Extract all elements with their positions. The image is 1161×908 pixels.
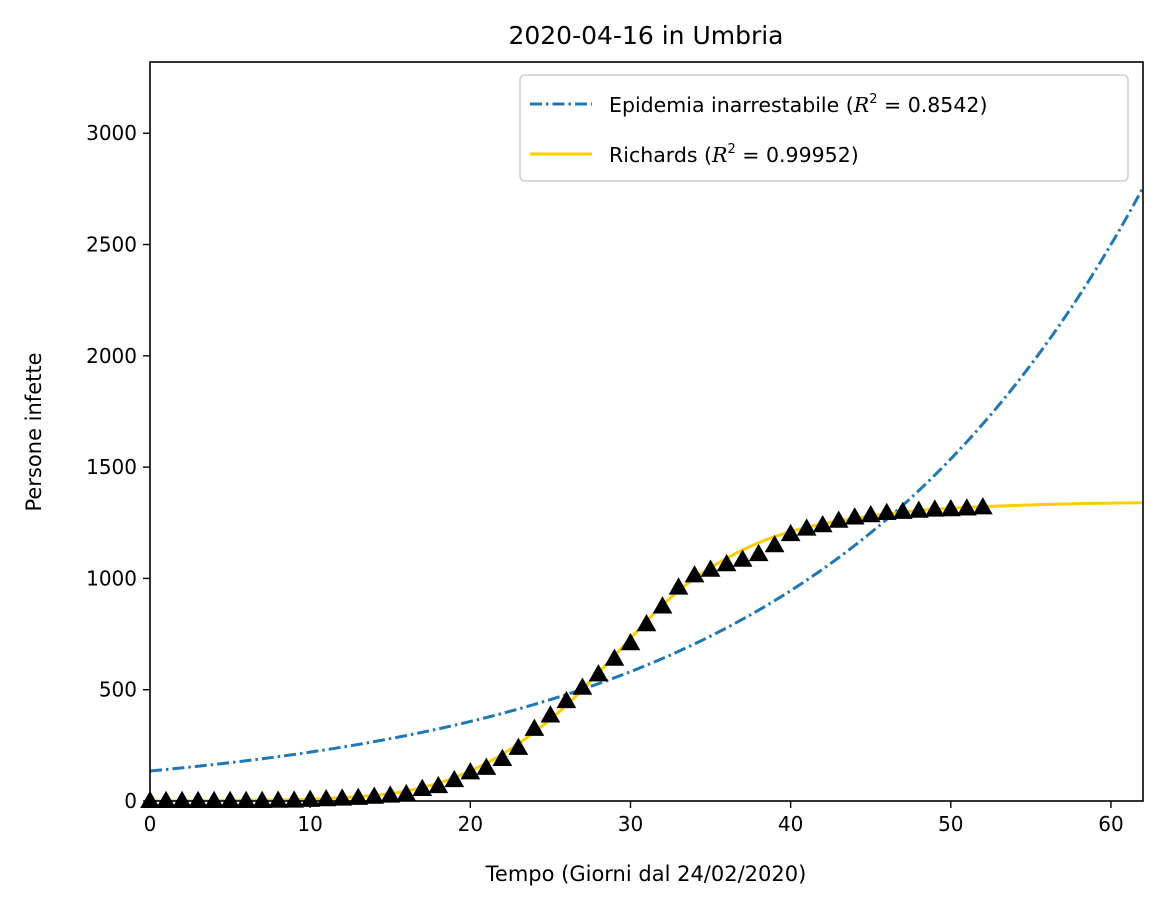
data-point-marker <box>460 762 481 780</box>
series-epidemia-line <box>150 186 1143 773</box>
data-point-marker <box>556 690 577 709</box>
data-point-marker <box>428 775 449 794</box>
data-point-marker <box>492 748 513 766</box>
legend-series-name: Epidemia inarrestabile <box>609 93 839 117</box>
data-point-marker <box>748 543 769 562</box>
data-point-marker <box>156 790 176 809</box>
data-point-marker <box>700 559 721 577</box>
data-point-marker <box>636 614 657 632</box>
data-point-marker <box>316 788 337 807</box>
data-point-marker <box>876 502 897 520</box>
data-point-marker <box>668 577 689 595</box>
x-tick-label: 10 <box>297 812 322 836</box>
data-point-marker <box>220 790 240 809</box>
x-tick-label: 50 <box>938 812 963 836</box>
marker-layer <box>140 497 993 809</box>
x-tick-label: 60 <box>1098 812 1123 836</box>
y-tick-label: 500 <box>99 678 137 702</box>
legend-r2-value: 0.8542 <box>908 93 980 117</box>
data-point-marker <box>204 790 224 809</box>
data-point-marker <box>172 790 192 809</box>
data-point-marker <box>716 553 737 572</box>
data-point-marker <box>892 501 913 519</box>
y-tick-label: 1000 <box>86 566 137 590</box>
data-point-marker <box>844 507 865 525</box>
data-point-marker <box>284 790 305 808</box>
data-point-marker <box>444 769 465 788</box>
legend: Epidemia inarrestabile (R2 = 0.8542) Ric… <box>519 74 1129 182</box>
x-axis-label: Tempo (Giorni dal 24/02/2020) <box>485 862 807 886</box>
legend-r2-value: 0.99952 <box>766 143 851 167</box>
legend-label-epidemia: Epidemia inarrestabile (R2 = 0.8542) <box>609 92 987 117</box>
data-point-marker <box>780 523 801 542</box>
data-point-marker <box>540 705 561 723</box>
data-point-marker <box>508 737 529 755</box>
data-point-marker <box>476 757 497 775</box>
data-point-marker <box>812 514 833 533</box>
data-point-marker <box>364 786 385 804</box>
data-point-marker <box>684 565 705 583</box>
data-point-marker <box>588 664 609 682</box>
x-axis: 0 10 20 30 40 50 60 <box>144 801 1124 836</box>
data-point-marker <box>188 790 208 809</box>
x-tick-label: 0 <box>144 812 157 836</box>
legend-box <box>519 74 1129 182</box>
data-point-marker <box>268 790 288 808</box>
y-tick-label: 2500 <box>86 233 137 257</box>
data-point-marker <box>972 497 993 515</box>
data-point-marker <box>764 535 785 553</box>
y-axis-label: Persone infette <box>22 352 46 511</box>
y-tick-label: 2000 <box>86 344 137 368</box>
legend-label-richards: Richards (R2 = 0.99952) <box>609 142 859 167</box>
y-tick-label: 3000 <box>86 121 137 145</box>
data-point-marker <box>412 778 433 797</box>
y-tick-label: 0 <box>124 789 137 813</box>
data-point-marker <box>940 498 961 517</box>
plot-frame <box>149 61 1144 802</box>
data-point-marker <box>380 785 401 803</box>
data-point-marker <box>620 632 641 651</box>
legend-series-name: Richards <box>609 143 698 167</box>
data-point-marker <box>860 504 881 523</box>
data-point-marker <box>572 677 593 695</box>
y-axis: 0 500 1000 1500 2000 2500 3000 <box>86 121 150 813</box>
x-tick-label: 20 <box>458 812 483 836</box>
data-point-marker <box>828 510 849 528</box>
data-point-marker <box>604 648 625 666</box>
data-point-marker <box>236 790 256 809</box>
data-point-marker <box>924 499 945 517</box>
data-point-marker <box>524 718 545 736</box>
x-tick-label: 40 <box>778 812 803 836</box>
data-point-marker <box>908 500 929 518</box>
data-point-marker <box>252 790 272 809</box>
chart-title: 2020-04-16 in Umbria <box>508 21 783 50</box>
data-point-marker <box>796 518 817 536</box>
data-point-marker <box>652 596 673 614</box>
x-tick-label: 30 <box>618 812 643 836</box>
data-point-marker <box>732 549 753 567</box>
y-tick-label: 1500 <box>86 455 137 479</box>
data-point-marker <box>956 498 977 516</box>
